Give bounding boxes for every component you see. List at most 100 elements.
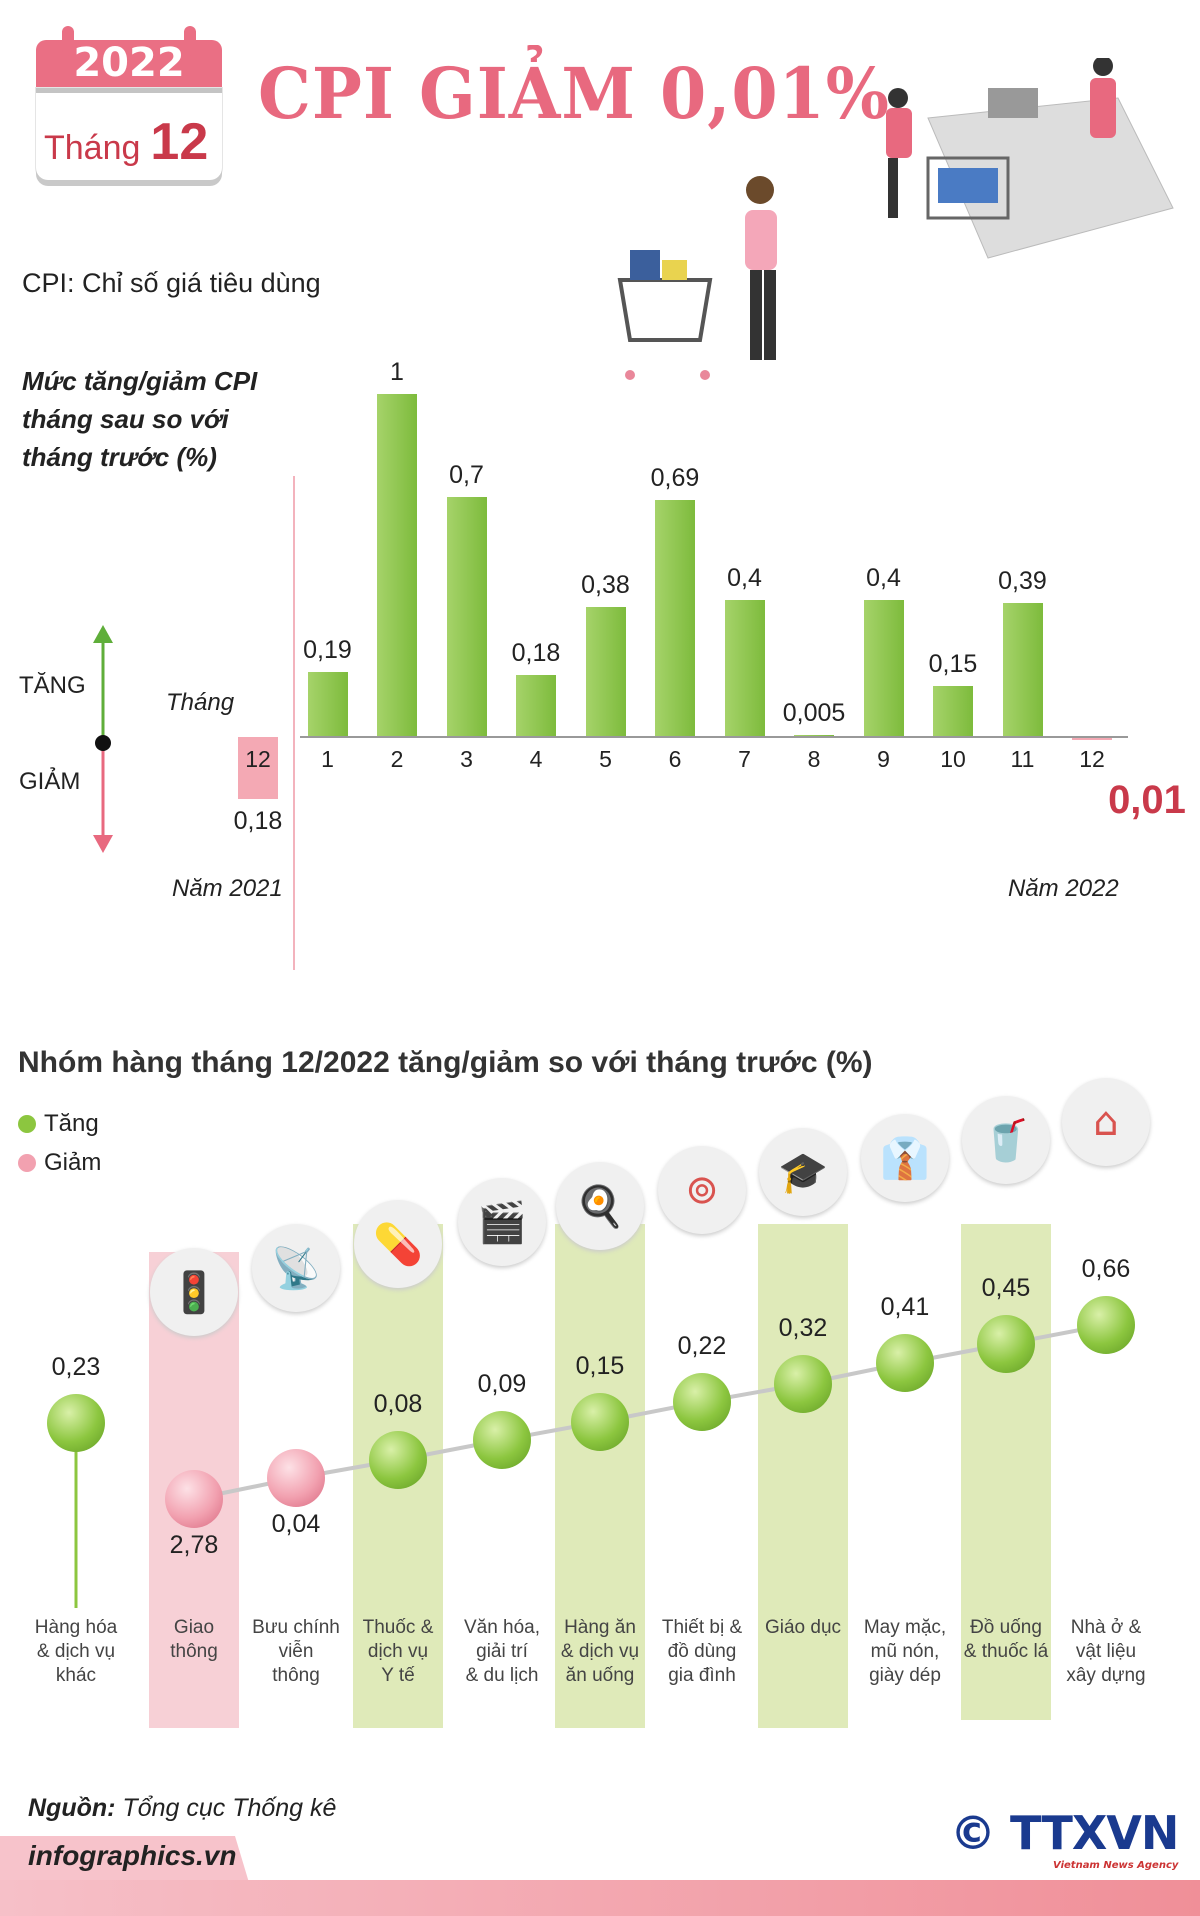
- calendar-badge: 2022 Tháng 12: [36, 26, 222, 186]
- month-label: 12: [245, 746, 271, 772]
- legend-increase: Tăng: [18, 1110, 99, 1138]
- bar-6: [655, 500, 695, 737]
- category-label-line: Nhà ở &: [1070, 1617, 1142, 1638]
- bar-9: [863, 599, 904, 737]
- x-axis-label: Tháng: [166, 689, 235, 716]
- value-label: 0,7: [449, 460, 484, 489]
- category-label-line: dịch vụ: [367, 1641, 429, 1662]
- month-label: 10: [940, 746, 966, 772]
- category-label-line: Văn hóa,: [463, 1617, 541, 1638]
- increase-label: TĂNG: [19, 672, 86, 699]
- year-label-2022: Năm 2022: [1008, 875, 1119, 902]
- source-name: Tổng cục Thống kê: [122, 1794, 337, 1822]
- month-label: 9: [877, 746, 890, 772]
- column-highlight: [758, 1224, 848, 1728]
- month-label: 8: [807, 746, 821, 772]
- cpi-definition: CPI: Chỉ số giá tiêu dùng: [22, 268, 321, 298]
- category-label-line: Hàng hóa: [34, 1617, 118, 1638]
- clapperboard-icon-glyph: 🎬: [477, 1199, 527, 1246]
- data-point: [774, 1355, 832, 1413]
- house-icon-glyph: ⌂: [1093, 1099, 1119, 1145]
- bar-11: [1002, 603, 1043, 737]
- bar-7: [724, 599, 765, 737]
- value-label: 0,18: [233, 806, 283, 835]
- category-label: Giáo dục: [753, 1616, 853, 1640]
- value-label: 0,005: [782, 699, 846, 727]
- column-highlight: [961, 1224, 1051, 1720]
- category-label-line: ăn uống: [565, 1665, 635, 1686]
- value-label: 0,22: [677, 1332, 727, 1360]
- category-label: Đồ uống & thuốc lá: [956, 1616, 1056, 1664]
- month-label: 3: [460, 746, 473, 772]
- decrease-label: GIẢM: [19, 768, 81, 795]
- column-highlight: [555, 1224, 645, 1728]
- year-divider: [293, 476, 295, 970]
- chart-title: Mức tăng/giảm CPI tháng sau so với tháng…: [22, 366, 258, 472]
- category-label-line: gia đình: [668, 1665, 736, 1686]
- value-label: 0,66: [1081, 1255, 1131, 1283]
- month-label: 11: [1010, 746, 1035, 772]
- food-icon-glyph: 🍳: [575, 1183, 625, 1230]
- footer-bar: [0, 1880, 1200, 1916]
- category-label: Thiết bị & đồ dùng gia đình: [652, 1616, 752, 1688]
- copyright-icon: ©: [950, 1806, 996, 1860]
- shopper-illustration: [617, 176, 777, 380]
- category-label-line: & dịch vụ: [36, 1641, 116, 1662]
- category-label: Văn hóa, giải trí & du lịch: [452, 1616, 552, 1688]
- category-label: Hàng ăn & dịch vụ ăn uống: [550, 1616, 650, 1688]
- category-label: Nhà ở & vật liệu xây dựng: [1056, 1616, 1156, 1688]
- legend-swatch-pink: [18, 1154, 36, 1172]
- pill-icon-glyph: 💊: [373, 1221, 423, 1268]
- category-label-line: Thuốc &: [362, 1617, 434, 1638]
- up-down-arrow-icon: [93, 625, 113, 853]
- data-point: [267, 1449, 325, 1507]
- category-label: Bưu chính viễn thông: [246, 1616, 346, 1688]
- drink-icon-glyph: 🥤: [981, 1117, 1031, 1164]
- month-number: 12: [150, 113, 209, 171]
- value-label: 0,15: [928, 649, 978, 678]
- category-label-line: giải trí: [476, 1641, 528, 1662]
- data-point: [369, 1431, 427, 1489]
- category-label-line: Đồ uống: [970, 1617, 1042, 1638]
- ttxvn-logo: © TTXVN Vietnam News Agency: [950, 1806, 1179, 1871]
- legend-swatch-green: [18, 1115, 36, 1133]
- calendar-month: Tháng 12: [44, 112, 208, 172]
- category-label-line: vật liệu: [1075, 1641, 1137, 1662]
- antenna-icon-glyph: 📡: [271, 1245, 321, 1292]
- value-label: 0,41: [880, 1293, 930, 1321]
- house-icon: ⌂: [1062, 1078, 1150, 1166]
- value-label-highlight: 0,01: [1108, 778, 1186, 822]
- category-label-line: thông: [272, 1665, 320, 1686]
- category-label-line: & du lịch: [465, 1665, 539, 1686]
- calendar-year: 2022: [73, 40, 185, 86]
- value-label: 0,4: [866, 563, 901, 592]
- data-point: [571, 1393, 629, 1451]
- bar-0: [238, 737, 278, 799]
- year-label-2021: Năm 2021: [172, 875, 283, 902]
- category-label-line: & dịch vụ: [560, 1641, 640, 1662]
- site-link[interactable]: infographics.vn: [28, 1840, 237, 1871]
- category-label: Giao thông: [144, 1616, 244, 1664]
- month-label: Tháng: [44, 129, 141, 167]
- bar-12: [1072, 737, 1112, 741]
- value-label: 0,38: [581, 570, 630, 599]
- calendar-ring: [62, 26, 74, 56]
- value-label: 2,78: [169, 1531, 219, 1559]
- food-icon: 🍳: [556, 1162, 644, 1250]
- washing-machine-icon-glyph: ⊚: [685, 1167, 719, 1213]
- washing-machine-icon: ⊚: [658, 1146, 746, 1234]
- traffic-light-icon: 🚦: [150, 1248, 238, 1336]
- category-label-line: Y tế: [381, 1665, 415, 1686]
- clothes-icon: 👔: [861, 1114, 949, 1202]
- category-label-line: thông: [170, 1641, 218, 1662]
- logo-text: TTXVN: [1010, 1806, 1179, 1860]
- checkout-illustration: [886, 58, 1174, 259]
- bar-4: [516, 675, 556, 737]
- value-label: 0,23: [51, 1353, 101, 1381]
- section-title: Nhóm hàng tháng 12/2022 tăng/giảm so với…: [18, 1046, 873, 1079]
- value-label: 0,09: [477, 1370, 527, 1398]
- clapperboard-icon: 🎬: [458, 1178, 546, 1266]
- category-label-line: & thuốc lá: [963, 1641, 1049, 1662]
- data-point: [977, 1315, 1035, 1373]
- clothes-icon-glyph: 👔: [880, 1135, 930, 1182]
